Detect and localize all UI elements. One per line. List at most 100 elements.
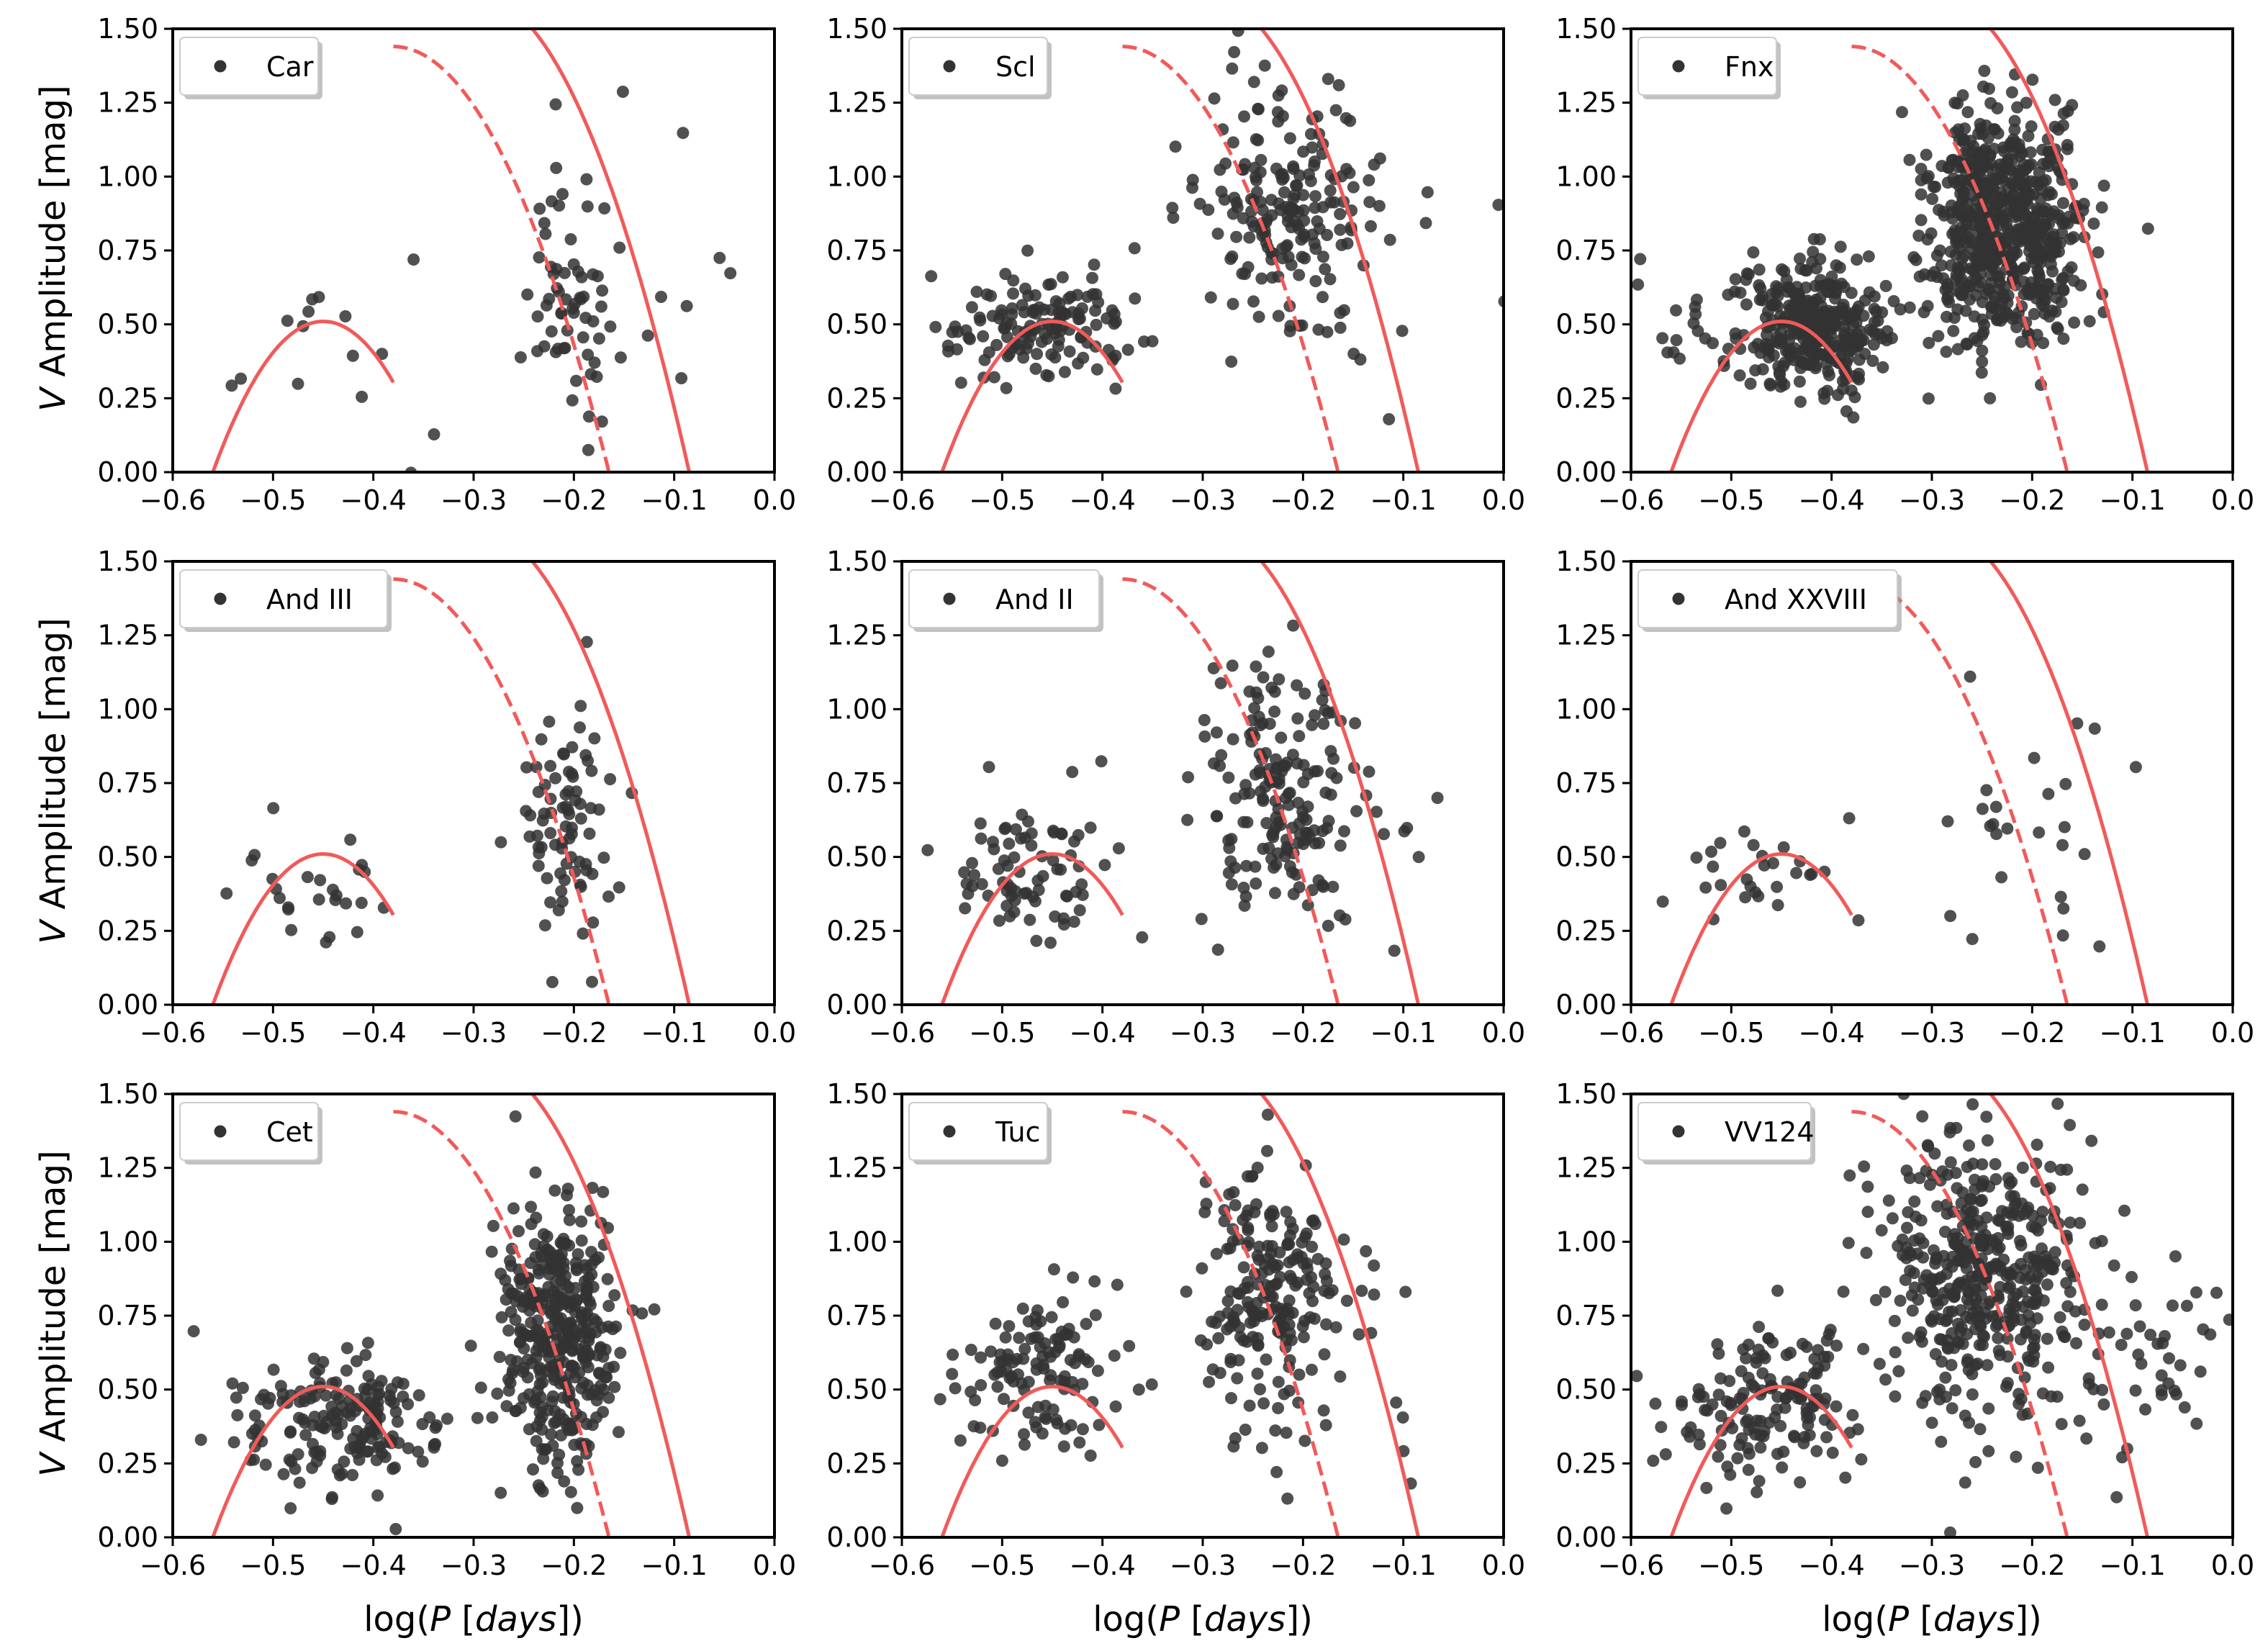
data-point — [1819, 306, 1832, 319]
data-point — [1278, 1388, 1291, 1401]
legend-box — [179, 569, 388, 628]
data-point — [2005, 1190, 2018, 1203]
data-point — [613, 881, 625, 894]
data-point — [494, 836, 507, 849]
data-point — [356, 390, 369, 403]
data-point — [1073, 1436, 1086, 1449]
data-point — [355, 897, 368, 909]
data-point — [1916, 1110, 1929, 1123]
data-point — [523, 1423, 536, 1436]
data-point — [330, 1376, 343, 1389]
y-tick-label: 1.50 — [97, 13, 158, 45]
data-point — [1281, 844, 1293, 856]
data-point — [533, 202, 546, 215]
y-tick-label: 1.00 — [97, 160, 158, 192]
data-point — [1721, 1460, 1734, 1473]
data-point — [2028, 256, 2041, 269]
data-point — [1905, 1249, 1917, 1262]
data-point — [544, 896, 557, 909]
data-point — [559, 1278, 572, 1291]
x-tick-label: −0.5 — [240, 1017, 306, 1049]
data-point — [1269, 1424, 1282, 1437]
legend: Tuc — [908, 1102, 1052, 1165]
data-point — [602, 1300, 615, 1312]
data-point — [975, 832, 988, 845]
data-point — [1899, 1273, 1912, 1286]
data-point — [347, 1432, 360, 1445]
data-point — [1338, 825, 1350, 838]
data-point — [1964, 1193, 1976, 1206]
data-point — [2056, 929, 2069, 942]
data-point — [1057, 1295, 1070, 1308]
data-point — [548, 1416, 561, 1429]
data-point — [1894, 303, 1907, 316]
data-point — [1029, 362, 1042, 375]
data-point — [1742, 268, 1755, 281]
data-point — [2038, 285, 2051, 297]
data-point — [2095, 1298, 2108, 1311]
x-tick-label: −0.6 — [869, 1017, 935, 1049]
data-point — [552, 1321, 565, 1334]
data-point — [2028, 1260, 2041, 1272]
data-point — [1869, 1293, 1882, 1306]
data-point — [2180, 1299, 2193, 1312]
x-tick-label: −0.6 — [140, 484, 206, 516]
data-point — [2020, 163, 2033, 175]
data-point — [1227, 1440, 1240, 1453]
data-point — [2204, 1328, 2217, 1341]
data-point — [1226, 62, 1239, 75]
data-point — [514, 1323, 527, 1336]
y-tick-label: 0.50 — [97, 1374, 158, 1406]
data-point — [1753, 1321, 1766, 1334]
data-point — [1018, 1428, 1030, 1441]
data-point — [1971, 335, 1984, 348]
data-point — [1861, 1206, 1874, 1218]
data-point — [506, 1367, 519, 1380]
data-point — [529, 1394, 542, 1407]
data-point — [1352, 1328, 1365, 1341]
data-point — [680, 299, 693, 312]
data-point — [1221, 1295, 1234, 1308]
data-point — [1293, 1368, 1306, 1381]
data-point — [1250, 174, 1262, 186]
data-point — [1868, 302, 1881, 315]
data-point — [1976, 802, 1989, 815]
data-point — [1886, 332, 1898, 345]
x-tick-label: −0.1 — [641, 1550, 708, 1581]
data-point — [1052, 333, 1065, 346]
data-point — [1030, 1357, 1043, 1370]
data-point — [1363, 765, 1375, 778]
legend: Fnx — [1637, 37, 1781, 99]
data-point — [1868, 290, 1881, 303]
data-point — [1957, 191, 1970, 204]
data-point — [1952, 1278, 1965, 1291]
data-point — [1771, 1284, 1784, 1297]
data-point — [1316, 694, 1329, 707]
data-point — [1966, 1388, 1979, 1401]
data-point — [1329, 104, 1342, 117]
data-point — [1966, 933, 1979, 946]
data-point — [2190, 1286, 2203, 1299]
data-point — [591, 270, 604, 283]
legend-label: Tuc — [995, 1116, 1040, 1148]
data-point — [1291, 179, 1304, 192]
data-point — [525, 1200, 538, 1213]
data-point — [1987, 1262, 2000, 1275]
y-tick-label: 0.50 — [826, 1374, 887, 1406]
data-point — [1363, 174, 1375, 186]
oo1-parabola-curve — [1669, 1385, 1853, 1537]
data-point — [1853, 367, 1866, 380]
legend-label: And II — [995, 584, 1074, 615]
data-point — [1961, 1353, 1974, 1366]
data-point — [2093, 940, 2106, 953]
data-point — [227, 1436, 240, 1449]
data-point — [559, 293, 572, 306]
data-point — [921, 844, 934, 856]
data-point — [1309, 709, 1321, 722]
data-point — [1067, 915, 1080, 928]
data-point — [1304, 175, 1317, 188]
y-tick-label: 0.75 — [826, 235, 887, 266]
data-point — [1340, 1294, 1353, 1307]
data-point — [1316, 250, 1329, 263]
data-point — [1278, 186, 1291, 199]
